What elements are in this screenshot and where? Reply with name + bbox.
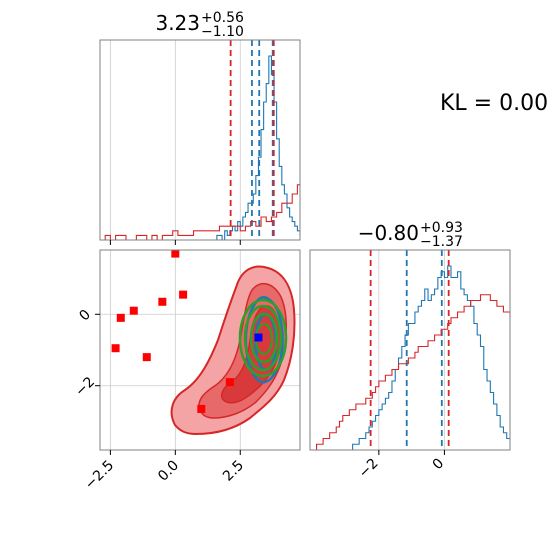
scatter-contours <box>170 265 296 436</box>
contour-green-3 <box>249 312 279 364</box>
hist1-grid <box>109 40 241 240</box>
hist1-title-lower: −1.10 <box>201 24 244 40</box>
scatter-square-point <box>158 297 167 306</box>
hist2-title-median: −0.80 <box>358 221 419 245</box>
hist1-series-blue <box>214 55 300 240</box>
scatter-points <box>111 250 263 413</box>
hist2-grid <box>378 250 445 450</box>
hist1-title-upper: +0.56 <box>201 10 244 26</box>
contour-green-1 <box>238 298 288 378</box>
hist2-marks <box>316 250 510 450</box>
scatter-square-point <box>171 250 180 258</box>
hist2-title-lower: −1.37 <box>420 234 463 250</box>
scatter-xtick-label-0: −2.5 <box>82 458 117 493</box>
scatter-square-point <box>225 378 234 387</box>
hist1-border <box>99 39 301 241</box>
scatter-square-point <box>197 404 206 413</box>
hist1-frame <box>100 40 300 240</box>
hist1-marks <box>104 40 300 240</box>
hist2-series-red <box>316 294 510 450</box>
hist2-border <box>309 249 511 451</box>
hist2-tick-label-1: 0 <box>430 456 448 474</box>
hist2-ticks: −2 0 <box>356 450 447 481</box>
scatter-panel: −2.5 0.0 2.5 0 −2 <box>72 249 301 493</box>
hist1-title-median: 3.23 <box>155 11 200 35</box>
scatter-square-point <box>129 306 138 315</box>
scatter-blue-marker <box>254 333 263 342</box>
kl-annotation: KL = 0.00 <box>440 91 548 116</box>
contour-green-2 <box>243 304 283 372</box>
hist1-series-red <box>104 184 300 240</box>
scatter-xtick-label-1: 0.0 <box>155 458 182 485</box>
hist2-series-blue <box>346 265 510 450</box>
scatter-border <box>99 249 301 451</box>
scatter-square-point <box>142 353 151 362</box>
scatter-square-point <box>116 313 125 322</box>
scatter-ytick-label-1: −2 <box>72 374 98 400</box>
hist2-title-upper: +0.93 <box>420 220 463 236</box>
hist-panel-param2: −2 0 −0.80 +0.93 −1.37 <box>309 220 511 481</box>
scatter-square-point <box>111 344 120 353</box>
hist1-ticks <box>109 240 241 245</box>
scatter-ytick-label-0: 0 <box>76 307 94 325</box>
hist2-frame <box>310 250 510 450</box>
scatter-square-point <box>179 290 188 299</box>
scatter-xtick-label-2: 2.5 <box>220 458 247 485</box>
hist2-tick-label-0: −2 <box>356 456 382 482</box>
hist-panel-param1: 3.23 +0.56 −1.10 <box>99 10 301 245</box>
